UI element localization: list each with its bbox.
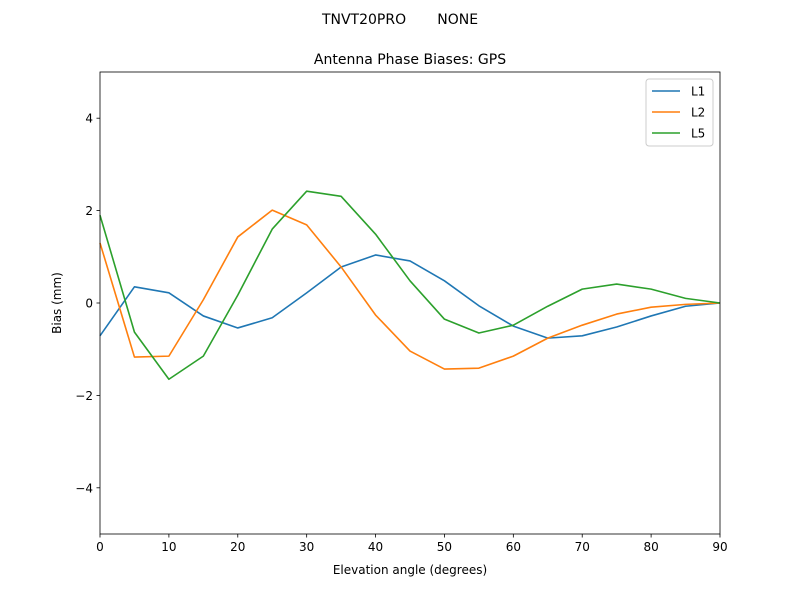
plot-frame bbox=[99, 71, 721, 535]
legend-label-l5: L5 bbox=[691, 127, 705, 141]
x-tick-label: 40 bbox=[368, 540, 383, 554]
x-tick-label: 20 bbox=[230, 540, 245, 554]
x-axis-label: Elevation angle (degrees) bbox=[333, 563, 487, 577]
series-line-l1 bbox=[99, 254, 721, 339]
y-tick-label: −2 bbox=[75, 389, 93, 403]
legend-label-l1: L1 bbox=[691, 85, 705, 99]
x-tick-label: 70 bbox=[575, 540, 590, 554]
series-line-l2 bbox=[99, 209, 721, 370]
legend: L1 L2 L5 bbox=[645, 78, 714, 147]
chart-title: Antenna Phase Biases: GPS bbox=[314, 52, 506, 68]
x-tick-label: 30 bbox=[299, 540, 314, 554]
x-tick-label: 0 bbox=[96, 540, 104, 554]
x-tick-label: 60 bbox=[506, 540, 521, 554]
y-axis-label: Bias (mm) bbox=[50, 272, 64, 334]
y-tick-label: 2 bbox=[85, 204, 93, 218]
legend-label-l2: L2 bbox=[691, 106, 705, 120]
x-tick-label: 80 bbox=[643, 540, 658, 554]
y-tick-label: 4 bbox=[85, 112, 93, 126]
y-tick-label: −4 bbox=[75, 481, 93, 495]
x-tick-label: 90 bbox=[712, 540, 727, 554]
x-tick-label: 50 bbox=[437, 540, 452, 554]
y-tick-label: 0 bbox=[85, 297, 93, 311]
x-tick-label: 10 bbox=[161, 540, 176, 554]
series-line-l5 bbox=[99, 190, 721, 381]
figure-suptitle: TNVT20PRO NONE bbox=[321, 12, 478, 28]
